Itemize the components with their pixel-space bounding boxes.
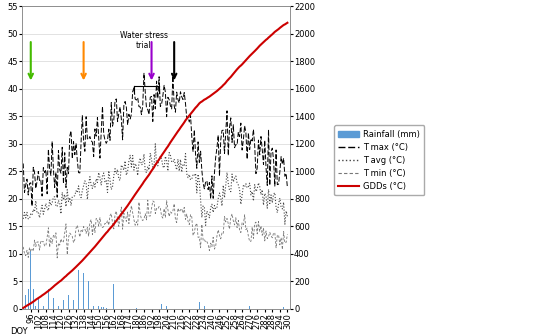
Bar: [113, 284, 114, 309]
Bar: [60, 306, 61, 309]
Bar: [28, 289, 29, 309]
Bar: [136, 307, 137, 309]
Bar: [281, 292, 282, 309]
Bar: [83, 273, 84, 309]
Bar: [283, 307, 284, 309]
Bar: [161, 304, 162, 309]
Bar: [65, 303, 67, 309]
Bar: [249, 306, 250, 309]
Bar: [101, 307, 102, 309]
Bar: [53, 298, 54, 309]
Legend: Rainfall (mm), T max (°C), T avg (°C), T min (°C), GDDs (°C): Rainfall (mm), T max (°C), T avg (°C), T…: [334, 125, 425, 195]
Bar: [199, 302, 200, 309]
Bar: [25, 295, 26, 309]
Text: DOY: DOY: [10, 327, 28, 336]
Bar: [166, 306, 167, 309]
Text: Water stress
trial: Water stress trial: [120, 31, 168, 50]
Bar: [71, 298, 72, 309]
Bar: [73, 300, 74, 309]
Bar: [98, 306, 99, 309]
Bar: [48, 289, 49, 309]
Bar: [106, 307, 107, 309]
Bar: [78, 270, 79, 309]
Bar: [103, 307, 104, 309]
Bar: [68, 295, 69, 309]
Bar: [63, 300, 64, 309]
Bar: [33, 289, 34, 309]
Bar: [58, 306, 59, 309]
Bar: [204, 306, 205, 309]
Bar: [30, 251, 31, 309]
